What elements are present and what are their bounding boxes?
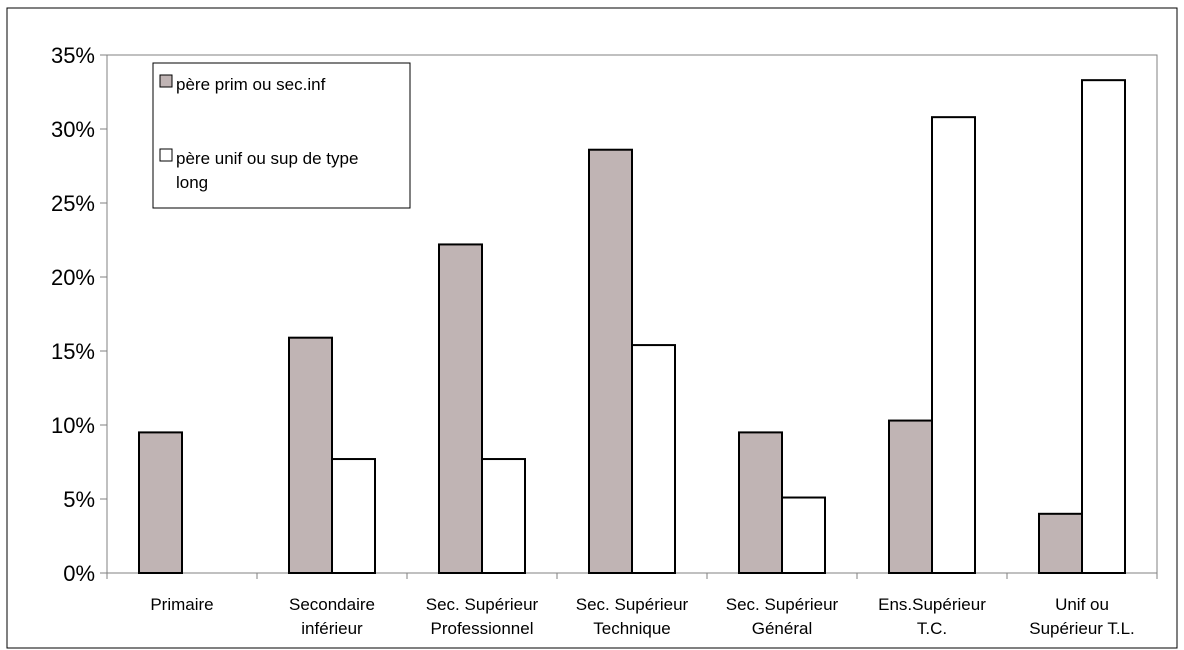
x-tick-label-line: Professionnel [430, 619, 533, 638]
x-tick-label: Secondaire inférieur [289, 595, 375, 638]
bar-series-1 [888, 419, 933, 574]
x-tick-label-line: Sec. Supérieur [576, 595, 689, 614]
bar-series-1 [288, 336, 333, 574]
x-tick-label-line: T.C. [917, 619, 947, 638]
bar-series-2 [631, 344, 676, 574]
y-tick-label: 30% [51, 117, 95, 142]
bar-series-1 [1038, 512, 1083, 574]
legend-label-series-1: père prim ou sec.inf [176, 75, 326, 94]
x-tick-label-line: Sec. Supérieur [426, 595, 539, 614]
x-tick-label: Ens.Supérieur T.C. [878, 595, 986, 638]
bar-series-1 [588, 148, 633, 574]
y-axis: 0% 5% 10% 15% 20% 25% 30% 35% [51, 43, 107, 586]
bar-series-2 [331, 458, 376, 575]
x-axis: Primaire Secondaire inférieur Sec. Supérieu… [106, 573, 1158, 638]
y-tick-label: 5% [63, 487, 95, 512]
bar-series-2 [781, 496, 826, 574]
x-tick-label-line: Secondaire [289, 595, 375, 614]
x-tick-label-line: Ens.Supérieur [878, 595, 986, 614]
legend-box [152, 62, 411, 209]
x-tick-label: Sec. Supérieur Technique [576, 595, 689, 638]
y-tick-label: 15% [51, 339, 95, 364]
x-tick-label: Primaire [150, 595, 213, 614]
bar-series-1 [438, 243, 483, 574]
bar-series-2 [931, 116, 976, 574]
legend: père prim ou sec.inf père unif ou sup de … [152, 62, 411, 209]
legend-label-series-2: père unif ou sup de type [176, 149, 358, 168]
x-tick-label-line: Technique [593, 619, 671, 638]
x-tick-label: Sec. Supérieur Professionnel [426, 595, 539, 638]
bar-series-2 [1081, 79, 1126, 574]
x-tick-label: Sec. Supérieur Général [726, 595, 839, 638]
x-tick-label: Unif ou Supérieur T.L. [1029, 595, 1135, 638]
y-tick-label: 20% [51, 265, 95, 290]
x-tick-label-line: Supérieur T.L. [1029, 619, 1135, 638]
y-tick-label: 35% [51, 43, 95, 68]
y-tick-label: 10% [51, 413, 95, 438]
x-tick-label-line: Primaire [150, 595, 213, 614]
bar-series-1 [138, 431, 183, 574]
x-tick-label-line: Unif ou [1055, 595, 1109, 614]
legend-swatch-series-1 [159, 74, 173, 88]
bar-series-1 [738, 431, 783, 574]
y-tick-label: 0% [63, 561, 95, 586]
x-tick-label-line: inférieur [301, 619, 363, 638]
x-tick-label-line: Général [752, 619, 812, 638]
x-tick-label-line: Sec. Supérieur [726, 595, 839, 614]
bars [138, 79, 1126, 575]
legend-swatch-series-2 [159, 148, 173, 162]
legend-label-series-2: long [176, 173, 208, 192]
y-tick-label: 25% [51, 191, 95, 216]
bar-series-2 [481, 458, 526, 575]
